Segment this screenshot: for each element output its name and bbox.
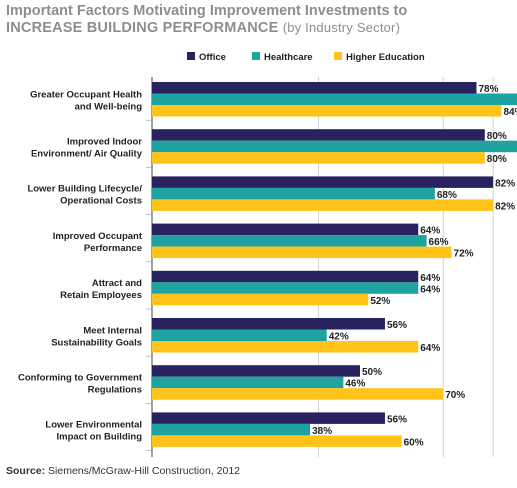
chart-title: Important Factors Motivating Improvement… (6, 3, 408, 19)
chart-title-main: INCREASE BUILDING PERFORMANCE (6, 20, 279, 36)
bar-higher-education (152, 435, 402, 447)
legend-label-office: Office (199, 52, 226, 63)
category-label: Conforming to Government (18, 372, 143, 383)
category-label: Greater Occupant Health (30, 89, 142, 100)
category-label: Improved Occupant (53, 231, 143, 242)
chart-subtitle: (by Industry Sector) (282, 20, 401, 35)
category-label: Attract and (92, 278, 142, 289)
bar-healthcare (152, 140, 517, 153)
category-label: Sustainability Goals (51, 337, 142, 348)
data-label-healthcare: 64% (420, 284, 440, 295)
bar-healthcare (152, 423, 311, 436)
category-label: Retain Employees (60, 290, 142, 301)
legend-label-healthcare: Healthcare (264, 52, 313, 63)
bar-healthcare (152, 329, 327, 341)
bar-healthcare (152, 93, 517, 105)
data-label-office: 78% (478, 84, 498, 95)
data-label-office: 64% (420, 273, 440, 284)
category-label: Performance (84, 243, 142, 254)
chart-title-line2: INCREASE BUILDING PERFORMANCE (by Indust… (6, 20, 400, 36)
legend-swatch-office (187, 52, 195, 60)
bar-higher-education (152, 199, 494, 211)
category-label: Lower Building Lifecycle/ (27, 184, 142, 195)
data-label-higher-education: 52% (370, 296, 390, 307)
category-label: Operational Costs (60, 196, 142, 207)
legend-label-higher-education: Higher Education (346, 52, 425, 63)
bar-higher-education (152, 388, 444, 400)
bar-higher-education (152, 105, 502, 117)
data-label-healthcare: 66% (429, 237, 449, 248)
data-label-healthcare: 42% (329, 332, 349, 343)
data-label-higher-education: 80% (487, 154, 507, 165)
data-label-higher-education: 84% (503, 107, 517, 118)
legend-swatch-higher-education (334, 52, 342, 60)
data-label-higher-education: 60% (404, 437, 424, 448)
bar-office (152, 82, 477, 94)
data-label-higher-education: 82% (495, 201, 515, 212)
bar-office (152, 270, 419, 283)
bar-healthcare (152, 376, 344, 389)
data-label-healthcare: 38% (312, 426, 332, 437)
data-label-office: 56% (387, 320, 407, 331)
data-label-healthcare: 68% (437, 190, 457, 201)
bar-office (152, 412, 385, 424)
source-note: Source: Siemens/McGraw-Hill Construction… (6, 465, 240, 477)
category-label: Impact on Building (57, 432, 143, 443)
legend-swatch-healthcare (252, 52, 260, 60)
data-label-office: 64% (420, 226, 440, 237)
source-text: Siemens/McGraw-Hill Construction, 2012 (48, 465, 240, 477)
data-label-higher-education: 64% (420, 343, 440, 354)
bar-office (152, 176, 494, 188)
data-label-higher-education: 70% (445, 390, 465, 401)
data-label-office: 56% (387, 414, 407, 425)
bar-office (152, 365, 360, 377)
category-label: and Well-being (75, 101, 143, 112)
bar-healthcare (152, 187, 435, 200)
bar-office (152, 223, 419, 236)
bar-office (152, 129, 485, 141)
data-label-higher-education: 72% (454, 249, 474, 260)
category-label: Meet Internal (83, 325, 142, 336)
bar-higher-education (152, 293, 369, 306)
bar-office (152, 318, 385, 330)
bar-healthcare (152, 235, 427, 247)
category-label: Environment/ Air Quality (31, 148, 143, 159)
source-label: Source: (6, 465, 46, 477)
category-label: Lower Environmental (45, 420, 142, 431)
bar-higher-education (152, 246, 452, 259)
bar-higher-education (152, 152, 485, 164)
data-label-office: 50% (362, 367, 382, 378)
data-label-healthcare: 46% (345, 379, 365, 390)
data-label-office: 80% (487, 131, 507, 142)
category-label: Improved Indoor (67, 136, 142, 147)
bar-healthcare (152, 282, 419, 294)
category-label: Regulations (88, 384, 142, 395)
bar-higher-education (152, 341, 419, 353)
data-label-office: 82% (495, 178, 515, 189)
